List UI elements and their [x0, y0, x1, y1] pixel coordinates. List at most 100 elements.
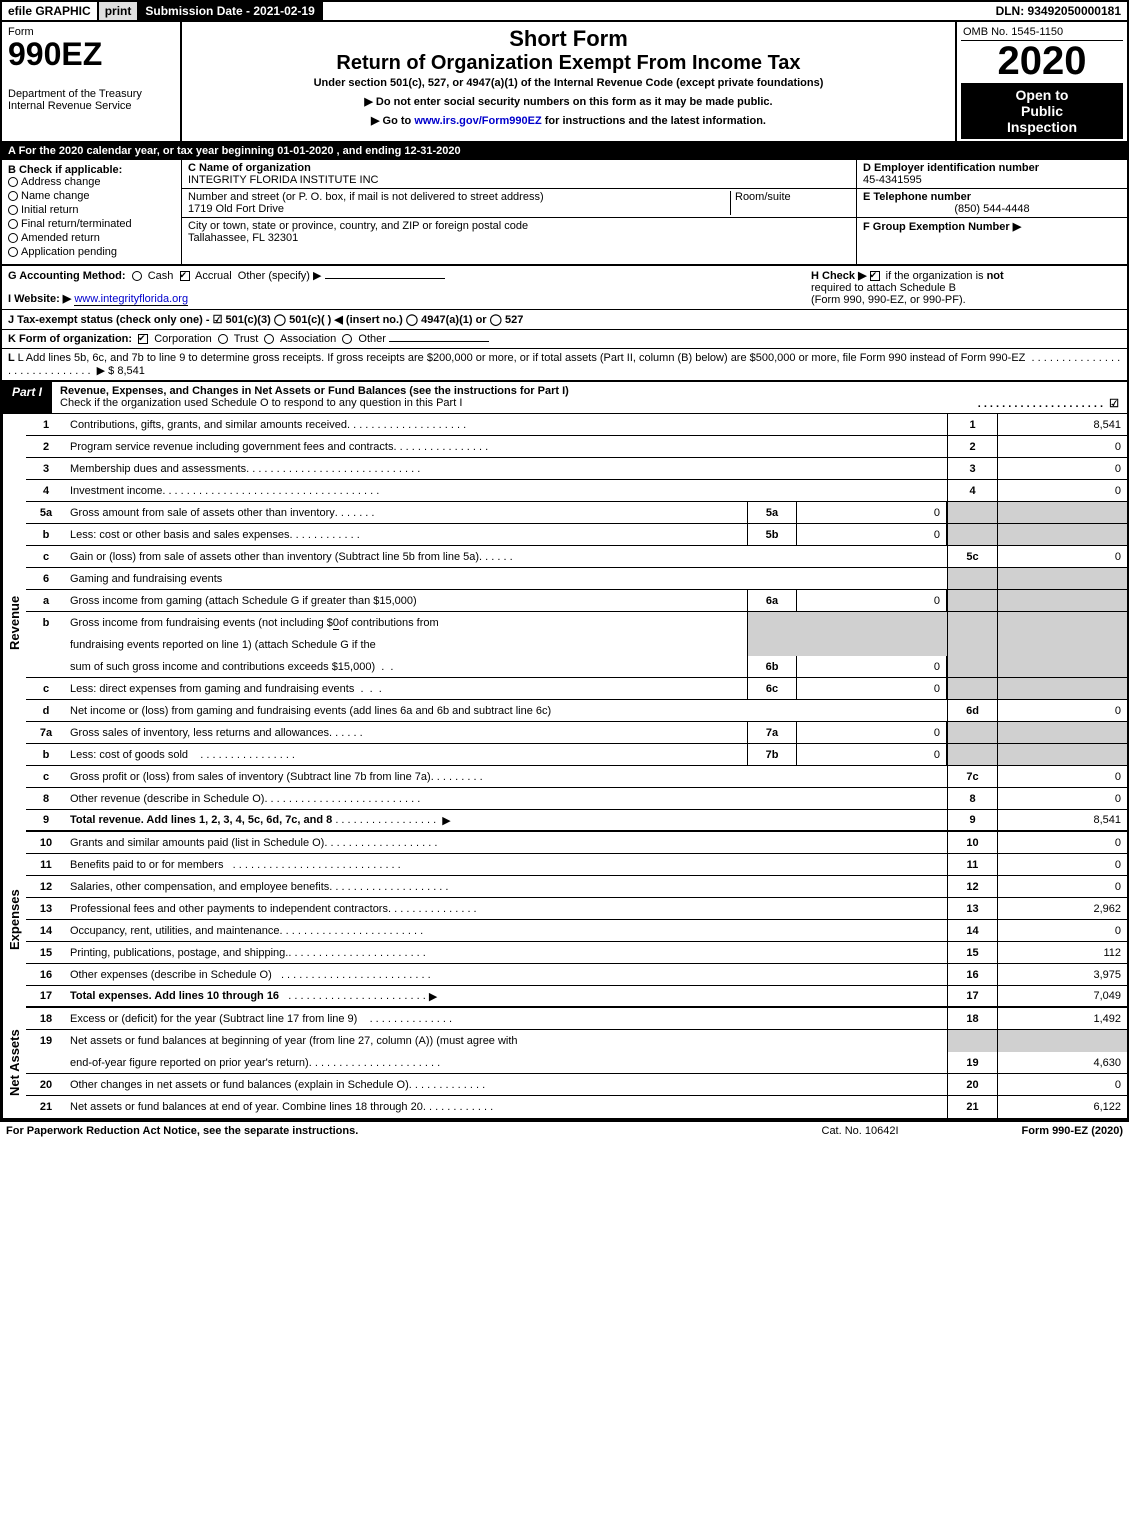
assoc-label: Association	[280, 333, 336, 345]
other-org-label: Other	[358, 333, 386, 345]
g-label: G Accounting Method:	[8, 270, 126, 282]
line-12-no: 12	[26, 876, 66, 897]
line-5b-no: b	[26, 524, 66, 545]
line-6c-shade	[947, 678, 997, 699]
line-5b-shade2	[997, 524, 1127, 545]
chk-initial-return[interactable]: Initial return	[8, 204, 175, 216]
line-20-box: 20	[947, 1074, 997, 1095]
line-6: 6 Gaming and fundraising events	[26, 568, 1127, 590]
chk-address-change[interactable]: Address change	[8, 176, 175, 188]
line-6b-1: b Gross income from fundraising events (…	[26, 612, 1127, 634]
revenue-side-label: Revenue	[2, 414, 26, 832]
line-7b-subbox: 7b	[747, 744, 797, 765]
line-12: 12 Salaries, other compensation, and emp…	[26, 876, 1127, 898]
row-l-text: L Add lines 5b, 6c, and 7b to line 9 to …	[18, 352, 1026, 364]
accrual-checkbox[interactable]	[180, 271, 190, 281]
line-6a-subbox: 6a	[747, 590, 797, 611]
form-number: 990EZ	[8, 38, 174, 70]
line-2-no: 2	[26, 436, 66, 457]
line-6b-2-shade	[747, 634, 797, 656]
chk-amended-return-label: Amended return	[21, 232, 100, 244]
cash-label: Cash	[148, 270, 174, 282]
row-a-tax-year: A For the 2020 calendar year, or tax yea…	[0, 143, 1129, 160]
line-21: 21 Net assets or fund balances at end of…	[26, 1096, 1127, 1118]
website-link[interactable]: www.integrityflorida.org	[74, 293, 188, 306]
line-6b-1-shade2	[797, 612, 947, 634]
line-15-val: 112	[997, 942, 1127, 963]
line-5a-subval: 0	[797, 502, 947, 523]
line-21-val: 6,122	[997, 1096, 1127, 1118]
line-21-no: 21	[26, 1096, 66, 1118]
line-1-no: 1	[26, 414, 66, 435]
line-6b-2-shade2	[797, 634, 947, 656]
line-3: 3 Membership dues and assessments . . . …	[26, 458, 1127, 480]
line-17-no: 17	[26, 986, 66, 1006]
line-16-desc: Other expenses (describe in Schedule O) …	[66, 964, 947, 985]
irs-link[interactable]: www.irs.gov/Form990EZ	[414, 115, 541, 127]
line-6d-desc: Net income or (loss) from gaming and fun…	[66, 700, 947, 721]
line-6a-shade2	[997, 590, 1127, 611]
line-6b-desc2: fundraising events reported on line 1) (…	[66, 634, 747, 656]
room-suite-label: Room/suite	[730, 191, 850, 215]
chk-name-change[interactable]: Name change	[8, 190, 175, 202]
line-5c-val: 0	[997, 546, 1127, 567]
line-6b-3: sum of such gross income and contributio…	[26, 656, 1127, 678]
line-14-desc: Occupancy, rent, utilities, and maintena…	[66, 920, 947, 941]
chk-application-pending[interactable]: Application pending	[8, 246, 175, 258]
address-cell: Number and street (or P. O. box, if mail…	[182, 189, 856, 218]
line-13-no: 13	[26, 898, 66, 919]
line-8-box: 8	[947, 788, 997, 809]
chk-amended-return[interactable]: Amended return	[8, 232, 175, 244]
cash-checkbox[interactable]	[132, 271, 142, 281]
line-6-desc: Gaming and fundraising events	[66, 568, 947, 589]
part-1-header: Part I Revenue, Expenses, and Changes in…	[0, 382, 1129, 414]
form-title-2: Return of Organization Exempt From Incom…	[190, 52, 947, 75]
line-20-val: 0	[997, 1074, 1127, 1095]
expenses-table: Expenses 10 Grants and similar amounts p…	[0, 832, 1129, 1008]
line-16-box: 16	[947, 964, 997, 985]
col-b-heading: B Check if applicable:	[8, 164, 175, 176]
row-gh: G Accounting Method: Cash Accrual Other …	[0, 266, 1129, 310]
line-2-val: 0	[997, 436, 1127, 457]
warning-line-2: ▶ Go to www.irs.gov/Form990EZ for instru…	[190, 114, 947, 127]
trust-checkbox[interactable]	[218, 334, 228, 344]
line-7b-shade	[947, 744, 997, 765]
line-18-desc: Excess or (deficit) for the year (Subtra…	[66, 1008, 947, 1029]
line-12-box: 12	[947, 876, 997, 897]
line-5a-shade2	[997, 502, 1127, 523]
line-18-box: 18	[947, 1008, 997, 1029]
chk-final-return[interactable]: Final return/terminated	[8, 218, 175, 230]
goto-suffix: for instructions and the latest informat…	[542, 115, 766, 127]
print-button[interactable]: print	[99, 2, 140, 20]
line-6b-1-shade3	[947, 612, 997, 634]
line-7a-desc: Gross sales of inventory, less returns a…	[66, 722, 747, 743]
line-7c: c Gross profit or (loss) from sales of i…	[26, 766, 1127, 788]
efile-label: efile GRAPHIC	[2, 2, 99, 20]
form-header: Form 990EZ Department of the Treasury In…	[0, 22, 1129, 143]
net-assets-body: 18 Excess or (deficit) for the year (Sub…	[26, 1008, 1127, 1118]
corp-checkbox[interactable]	[138, 334, 148, 344]
part-1-title-text: Revenue, Expenses, and Changes in Net As…	[60, 385, 569, 397]
org-name-value: INTEGRITY FLORIDA INSTITUTE INC	[188, 174, 850, 186]
submission-date: Submission Date - 2021-02-19	[139, 2, 322, 20]
accrual-label: Accrual	[195, 270, 232, 282]
expenses-side-label: Expenses	[2, 832, 26, 1008]
line-20-desc: Other changes in net assets or fund bala…	[66, 1074, 947, 1095]
line-13-desc: Professional fees and other payments to …	[66, 898, 947, 919]
line-7a-subval: 0	[797, 722, 947, 743]
city-cell: City or town, state or province, country…	[182, 218, 856, 246]
ein-cell: D Employer identification number 45-4341…	[857, 160, 1127, 189]
line-7b-no: b	[26, 744, 66, 765]
line-6c-desc: Less: direct expenses from gaming and fu…	[66, 678, 747, 699]
line-6c: c Less: direct expenses from gaming and …	[26, 678, 1127, 700]
line-5b-shade	[947, 524, 997, 545]
row-l-gross-receipts: L L Add lines 5b, 6c, and 7b to line 9 t…	[0, 349, 1129, 382]
line-15-no: 15	[26, 942, 66, 963]
footer-left: For Paperwork Reduction Act Notice, see …	[6, 1125, 822, 1137]
expenses-body: 10 Grants and similar amounts paid (list…	[26, 832, 1127, 1008]
line-2-desc: Program service revenue including govern…	[66, 436, 947, 457]
assoc-checkbox[interactable]	[264, 334, 274, 344]
line-6d-no: d	[26, 700, 66, 721]
schedule-b-checkbox[interactable]	[870, 271, 880, 281]
other-org-checkbox[interactable]	[342, 334, 352, 344]
